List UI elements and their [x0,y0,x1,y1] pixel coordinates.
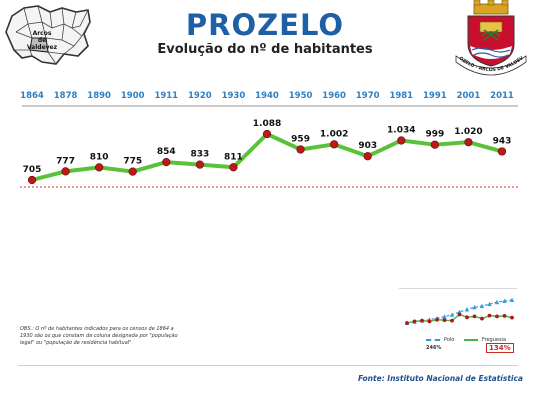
mini-freguesia-point [465,315,469,320]
population-value-label: 943 [493,136,512,146]
year-label: 1890 [87,91,111,101]
mini-chart-panel [399,288,517,357]
legend-polo-label: Polo [444,337,455,343]
mini-polo-point [464,307,470,312]
population-point [195,160,204,169]
mini-freguesia-point [480,316,484,321]
locator-map: Arcos de Valdevez [5,5,91,65]
population-point [95,163,104,172]
population-value-label: 903 [358,141,377,151]
mini-freguesia-point [405,321,409,325]
population-value-label: 854 [157,147,176,157]
year-label: 1864 [20,91,44,101]
footnote: OBS.: O nº de habitantes indicados para … [20,326,178,346]
year-label: 1991 [423,91,447,101]
population-point [27,175,37,185]
year-label: 2001 [457,91,481,101]
mini-polo-point [457,309,462,314]
mini-polo-point [509,297,515,302]
population-value-label: 999 [425,130,444,140]
population-value-label: 959 [291,134,310,144]
population-value-label: 1.034 [387,125,415,135]
year-label: 1930 [222,91,246,101]
mini-polo-point [479,303,485,308]
year-label: 1878 [54,91,78,101]
mini-polo-point [472,304,477,310]
year-label: 1981 [389,91,413,101]
map-highlight-parish [29,37,49,53]
mini-freguesia-point [420,318,424,323]
coat-of-arms: PROZELO - ARCOS DE VALDEVEZ [452,0,527,76]
year-label: 1970 [356,91,380,101]
mini-freguesia-point [495,314,499,319]
mini-freguesia-point [457,312,462,317]
percent-polo: 246% [426,345,442,351]
mini-polo-point [449,312,455,317]
map-label-line3: Valdevez [27,44,58,51]
year-label: 2011 [490,91,514,101]
year-label: 1960 [322,91,346,101]
map-label-line1: Arcos [33,30,52,37]
mini-polo-point [442,314,447,319]
year-label: 1920 [188,91,212,101]
population-point [430,140,439,149]
crown-icon [473,0,509,15]
population-point [296,145,305,154]
population-value-label: 705 [23,165,42,175]
population-point [229,163,238,172]
source-credit: Fonte: Instituto Nacional de Estatística [357,374,523,383]
population-value-label: 775 [123,157,142,167]
mini-freguesia-point [442,318,447,323]
map-label-line2: de [38,37,46,44]
population-point [162,158,171,167]
population-point [397,136,406,145]
population-value-label: 1.020 [454,127,482,137]
legend-freguesia-label: Freguesia [482,337,507,343]
percent-freguesia-badge: 134% [486,343,514,353]
population-point [363,152,372,161]
mini-freguesia-point [502,314,507,318]
population-value-label: 777 [56,156,75,166]
mini-freguesia-point [487,313,492,318]
population-value-label: 810 [90,152,109,162]
population-value-label: 811 [224,152,243,162]
population-point [464,138,473,147]
year-label: 1940 [255,91,279,101]
mini-polo-point [494,299,500,305]
year-label: 1900 [121,91,145,101]
mini-freguesia-point [510,315,514,320]
year-label: 1950 [289,91,313,101]
mini-freguesia-point [412,319,417,324]
legend-freguesia-swatch [464,339,478,341]
population-value-label: 833 [190,150,209,160]
page-title: PROZELO [185,8,345,42]
population-point [128,167,137,176]
mini-freguesia-point [435,317,439,322]
mini-freguesia-point [427,319,432,324]
population-point [330,140,339,149]
population-value-label: 1.002 [320,129,348,139]
population-point [262,129,272,139]
year-label: 1911 [154,91,178,101]
population-point [497,147,507,156]
footer-divider [18,365,518,366]
chart-subtitle: Evolução do nº de habitantes [157,42,373,57]
mini-polo-point [502,298,507,303]
legend-polo-swatch [426,339,440,341]
mini-freguesia-point [472,314,477,319]
population-point [61,167,70,176]
motto-scroll [455,55,527,76]
mini-freguesia-point [450,318,454,323]
mini-polo-point [487,301,492,307]
population-value-label: 1.088 [253,119,281,129]
